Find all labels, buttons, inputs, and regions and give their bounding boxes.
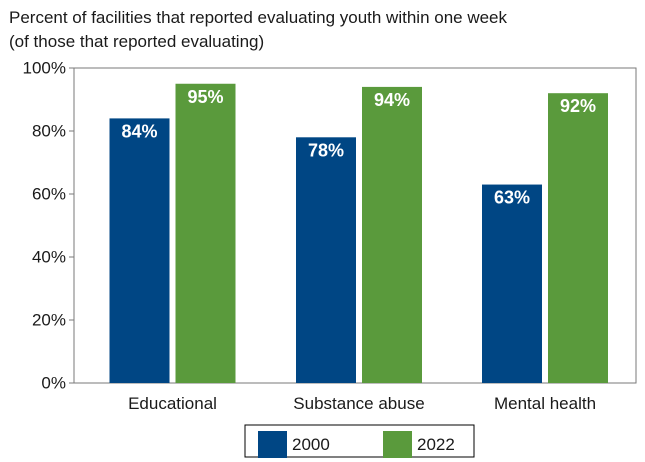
bar-2022-1 bbox=[362, 86, 422, 384]
legend-label-2022: 2022 bbox=[417, 435, 455, 454]
legend-swatch-2022 bbox=[383, 431, 412, 458]
bar-2000-1 bbox=[296, 137, 356, 383]
bar-2000-0 bbox=[109, 118, 170, 384]
y-tick-label: 60% bbox=[32, 185, 66, 204]
x-axis: Educational Substance abuse Mental health bbox=[128, 394, 596, 413]
bar-2022-2 bbox=[548, 93, 608, 383]
legend-swatch-2000 bbox=[258, 431, 287, 458]
data-label-2022-1: 94% bbox=[374, 90, 410, 110]
bar-2022-0 bbox=[175, 83, 236, 383]
x-tick-label: Substance abuse bbox=[293, 394, 424, 413]
chart-title-line-2: (of those that reported evaluating) bbox=[9, 32, 265, 51]
data-label-2000-1: 78% bbox=[308, 140, 344, 160]
data-label-2000-2: 63% bbox=[494, 188, 530, 208]
data-label-2022-2: 92% bbox=[560, 96, 596, 116]
chart-title: Percent of facilities that reported eval… bbox=[9, 6, 639, 54]
legend: 2000 2022 bbox=[244, 424, 475, 458]
bar-2000-2 bbox=[482, 184, 542, 383]
bars bbox=[109, 83, 608, 384]
chart-title-line-1: Percent of facilities that reported eval… bbox=[9, 8, 508, 27]
legend-label-2000: 2000 bbox=[292, 435, 330, 454]
y-tick-label: 80% bbox=[32, 122, 66, 141]
bar-labels: 84% 95% 78% 94% 63% 92% bbox=[121, 87, 596, 208]
x-tick-label: Educational bbox=[128, 394, 217, 413]
x-tick-label: Mental health bbox=[494, 394, 596, 413]
data-label-2000-0: 84% bbox=[121, 121, 157, 141]
y-tick-label: 0% bbox=[41, 374, 66, 393]
y-tick-label: 40% bbox=[32, 248, 66, 267]
data-label-2022-0: 95% bbox=[187, 87, 223, 107]
y-axis: 0% 20% 40% 60% 80% 100% bbox=[23, 59, 74, 393]
y-tick-label: 20% bbox=[32, 311, 66, 330]
y-tick-label: 100% bbox=[23, 59, 66, 78]
